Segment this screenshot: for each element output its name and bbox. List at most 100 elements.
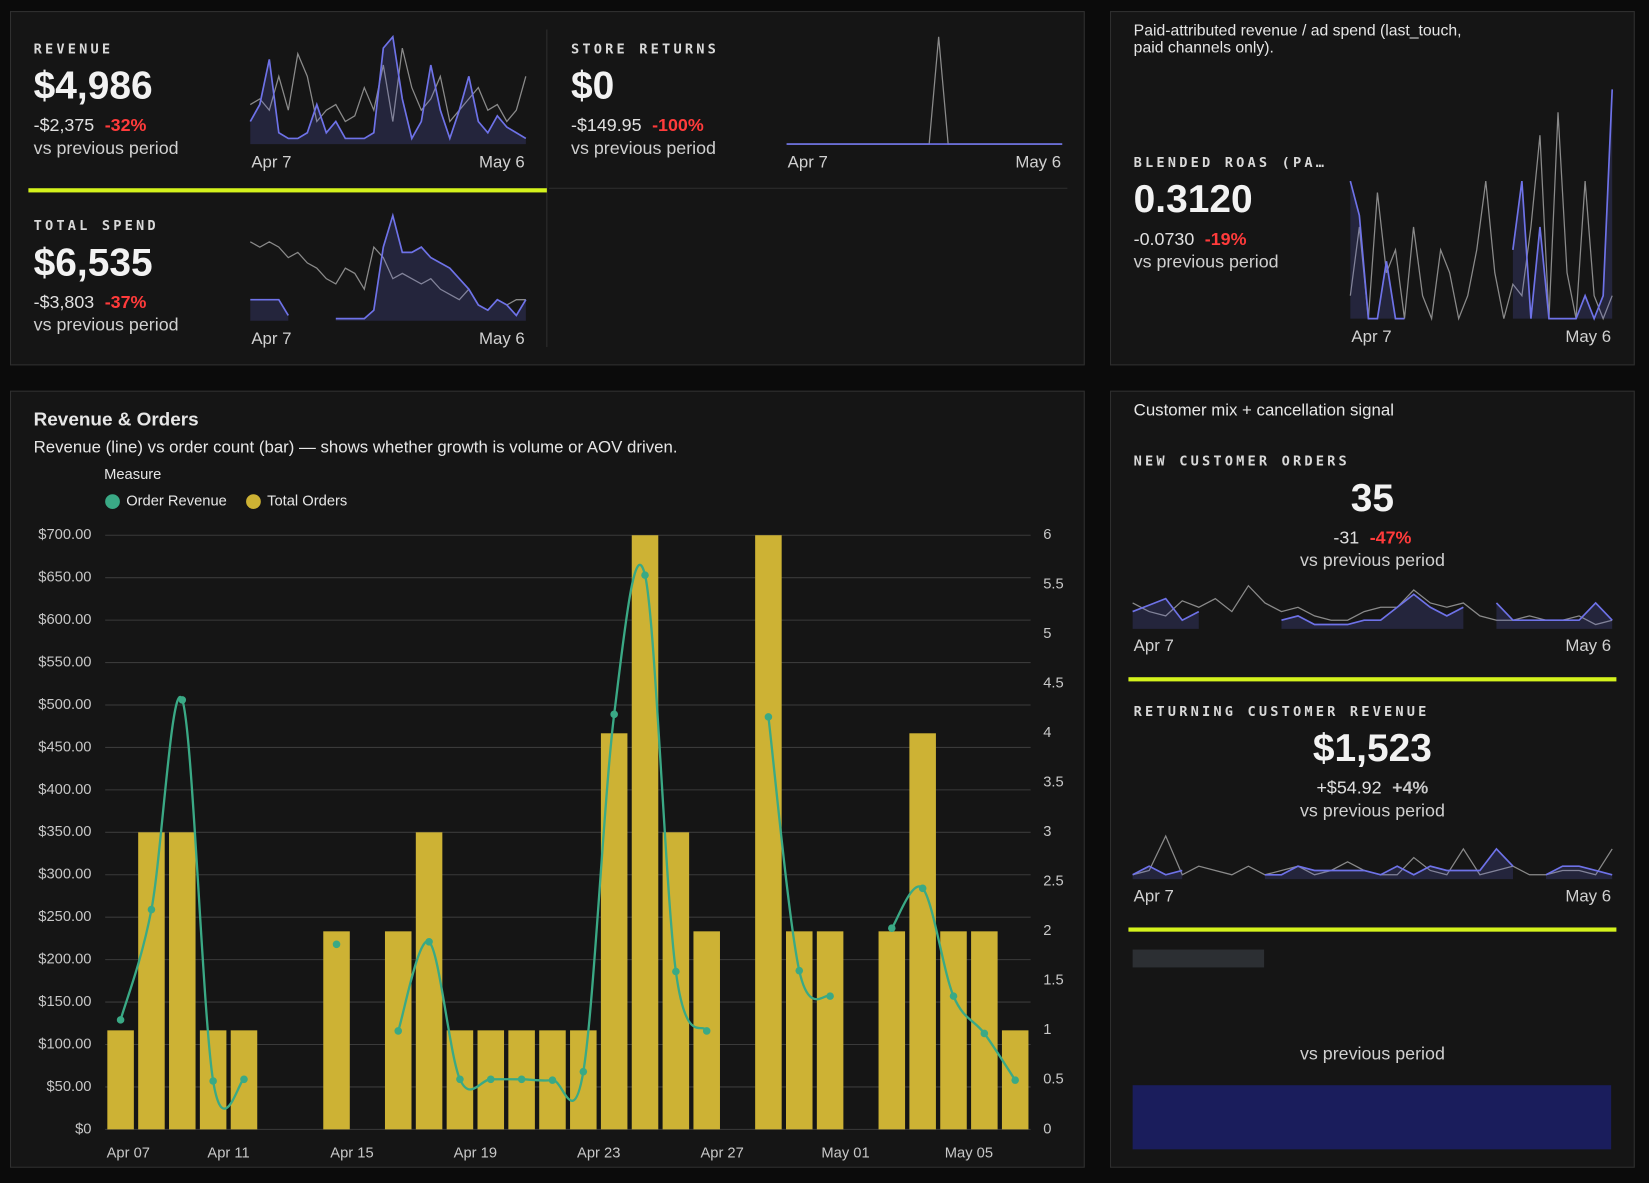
y2-tick-label: 6 bbox=[1043, 527, 1051, 543]
spark-start: Apr 7 bbox=[251, 329, 291, 348]
y-tick-label: $100.00 bbox=[38, 1036, 91, 1052]
y-tick-label: $50.00 bbox=[46, 1079, 91, 1095]
x-tick-label: Apr 11 bbox=[207, 1145, 249, 1161]
spark-start: Apr 7 bbox=[1351, 327, 1391, 346]
spark-end: May 6 bbox=[1565, 327, 1611, 346]
bar bbox=[169, 832, 196, 1130]
description-line: Paid-attributed revenue / ad spend (last… bbox=[1134, 23, 1462, 40]
x-tick-label: May 05 bbox=[945, 1145, 993, 1161]
point bbox=[517, 1075, 526, 1084]
y2-tick-label: 3.5 bbox=[1043, 775, 1063, 791]
point bbox=[579, 1067, 588, 1076]
point bbox=[672, 967, 680, 976]
point bbox=[147, 905, 156, 914]
x-tick-label: Apr 07 bbox=[107, 1145, 150, 1161]
bar bbox=[785, 931, 813, 1130]
spark-previous bbox=[1132, 584, 1613, 626]
x-tick-label: Apr 15 bbox=[330, 1145, 373, 1161]
selected-indicator bbox=[28, 188, 547, 193]
point bbox=[332, 940, 341, 949]
card-note: vs previous period bbox=[1300, 801, 1445, 821]
card-pct: +4% bbox=[1392, 777, 1428, 797]
y-tick-label: $250.00 bbox=[38, 909, 91, 925]
spark-current bbox=[1132, 847, 1613, 876]
legend-label: Total Orders bbox=[267, 493, 347, 509]
chart-title: Revenue & Orders bbox=[34, 410, 199, 431]
card-label: RETURNING CUSTOMER REVENUE bbox=[1134, 704, 1430, 720]
spark-current bbox=[249, 34, 527, 142]
y2-tick-label: 0 bbox=[1043, 1121, 1051, 1137]
point bbox=[1011, 1076, 1019, 1084]
bar bbox=[600, 733, 628, 1130]
card-delta: +$54.92 bbox=[1316, 777, 1381, 797]
y2-tick-label: 5 bbox=[1043, 626, 1051, 642]
bar bbox=[631, 535, 659, 1130]
card-delta: -31 bbox=[1333, 527, 1359, 547]
x-tick-label: Apr 19 bbox=[454, 1145, 497, 1161]
card-delta-line: -$149.95 -100% bbox=[571, 115, 704, 135]
y-tick-label: $300.00 bbox=[38, 867, 91, 883]
point bbox=[641, 571, 649, 579]
y-tick-label: $500.00 bbox=[38, 697, 91, 713]
point bbox=[610, 710, 618, 719]
spark-current bbox=[250, 212, 527, 320]
spark-previous bbox=[1349, 112, 1613, 322]
point bbox=[949, 992, 958, 1000]
y2-tick-label: 3 bbox=[1043, 824, 1051, 840]
spark-start: Apr 7 bbox=[1134, 886, 1174, 905]
loading-placeholder bbox=[1132, 949, 1265, 968]
spark-current bbox=[1349, 89, 1614, 321]
y-tick-label: $600.00 bbox=[38, 612, 91, 628]
y2-tick-label: 4 bbox=[1043, 725, 1051, 741]
card-delta: -$2,375 bbox=[34, 115, 95, 135]
legend-label: Order Revenue bbox=[126, 493, 227, 509]
point bbox=[456, 1075, 464, 1084]
y2-tick-label: 4.5 bbox=[1043, 676, 1063, 692]
point bbox=[425, 938, 433, 946]
point bbox=[116, 1016, 125, 1024]
spark-end: May 6 bbox=[1565, 886, 1611, 905]
legend-swatch bbox=[105, 494, 120, 509]
bar bbox=[816, 931, 844, 1130]
card-note: vs previous period bbox=[1300, 1043, 1445, 1063]
card-label: REVENUE bbox=[34, 41, 114, 57]
chart-subtitle: Revenue (line) vs order count (bar) — sh… bbox=[34, 437, 678, 456]
y-tick-label: $550.00 bbox=[38, 654, 91, 670]
card-delta-line: -0.0730 -19% bbox=[1134, 228, 1247, 248]
card-value: $6,535 bbox=[34, 241, 153, 284]
point bbox=[394, 1027, 403, 1035]
spark-end: May 6 bbox=[479, 329, 525, 348]
bar bbox=[138, 832, 165, 1130]
y-tick-label: $450.00 bbox=[38, 739, 91, 755]
card-value: 35 bbox=[1351, 477, 1394, 520]
card-label: NEW CUSTOMER ORDERS bbox=[1134, 454, 1350, 470]
point bbox=[548, 1076, 557, 1084]
card-note: vs previous period bbox=[34, 138, 179, 158]
y-tick-label: $0 bbox=[75, 1121, 91, 1137]
point bbox=[486, 1075, 495, 1084]
bar bbox=[415, 832, 443, 1130]
bar bbox=[570, 1030, 597, 1130]
card-delta: -$3,803 bbox=[34, 292, 95, 312]
spark-current bbox=[1132, 593, 1613, 626]
point bbox=[764, 713, 773, 721]
spark-area bbox=[250, 215, 526, 321]
bar bbox=[878, 931, 906, 1130]
card-pct: -32% bbox=[105, 115, 147, 135]
y-tick-label: $700.00 bbox=[38, 527, 91, 543]
point bbox=[240, 1075, 248, 1084]
card-note: vs previous period bbox=[571, 138, 716, 158]
card-description: Paid-attributed revenue / ad spend (last… bbox=[1134, 23, 1462, 57]
bar bbox=[755, 535, 782, 1130]
card-delta-line: +$54.92 +4% bbox=[1316, 777, 1428, 797]
spark-end: May 6 bbox=[479, 152, 525, 171]
card-delta-line: -$3,803 -37% bbox=[34, 292, 147, 312]
spark-start: Apr 7 bbox=[251, 152, 291, 171]
legend-swatch bbox=[246, 494, 261, 509]
bar bbox=[323, 931, 350, 1130]
point bbox=[702, 1027, 711, 1035]
bar bbox=[662, 832, 690, 1130]
x-tick-label: Apr 23 bbox=[577, 1145, 620, 1161]
card-note: vs previous period bbox=[1134, 252, 1279, 272]
